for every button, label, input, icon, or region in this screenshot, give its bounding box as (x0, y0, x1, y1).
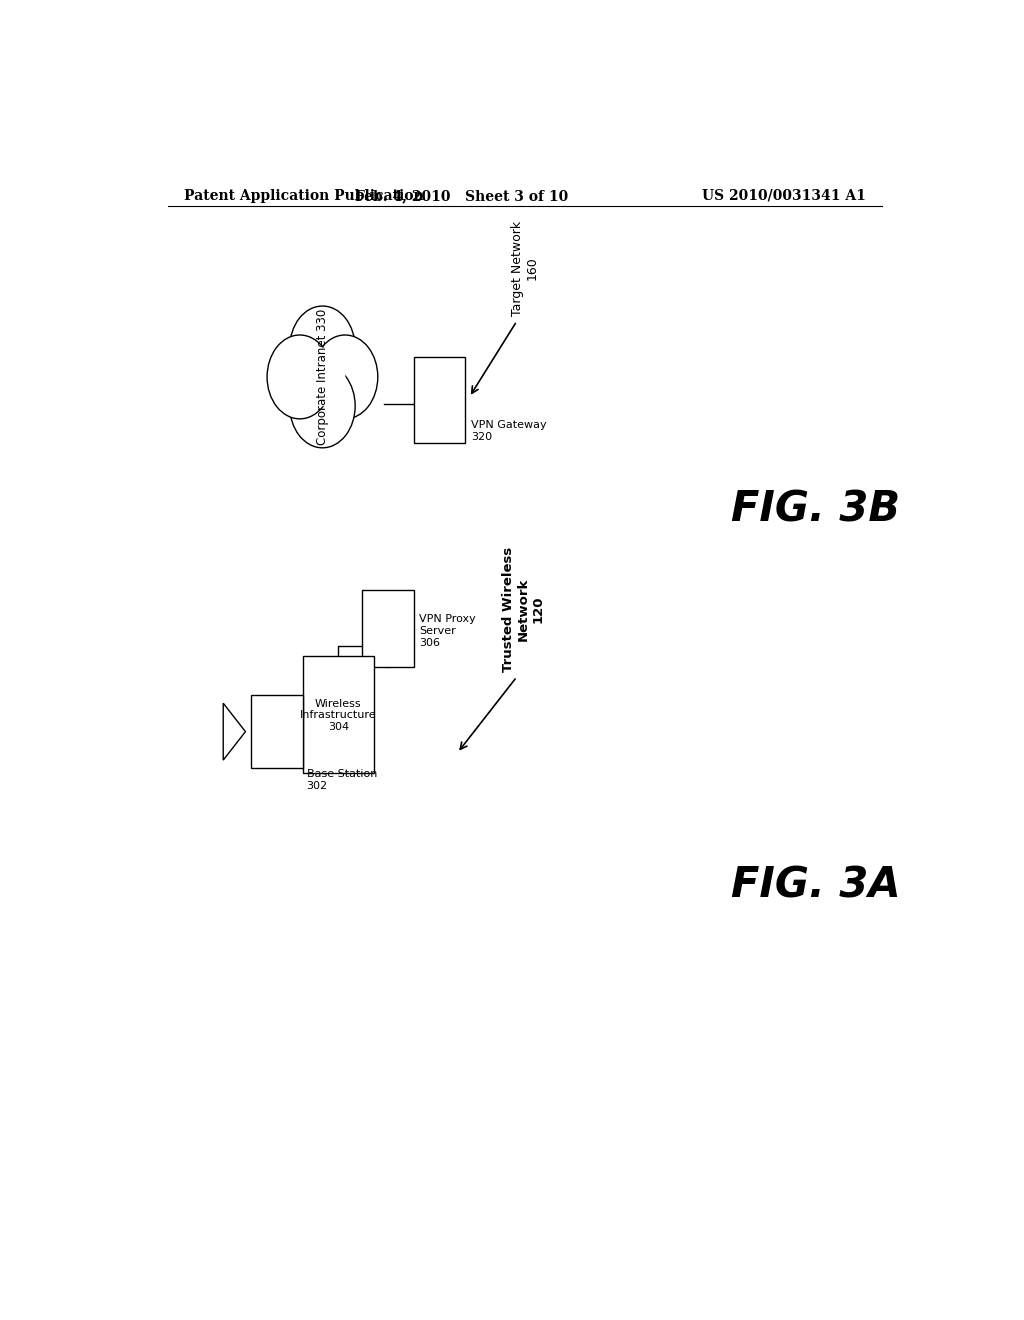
Text: FIG. 3A: FIG. 3A (731, 865, 901, 906)
Text: US 2010/0031341 A1: US 2010/0031341 A1 (702, 189, 866, 203)
Text: Trusted Wireless
Network
120: Trusted Wireless Network 120 (502, 546, 545, 672)
Bar (303, 656, 374, 774)
Text: Base Station
302: Base Station 302 (306, 770, 377, 791)
Circle shape (267, 335, 333, 418)
Text: Feb. 4, 2010   Sheet 3 of 10: Feb. 4, 2010 Sheet 3 of 10 (354, 189, 568, 203)
Bar (362, 590, 414, 667)
Bar (414, 356, 465, 444)
Text: Patent Application Publication: Patent Application Publication (183, 189, 423, 203)
Circle shape (299, 347, 345, 407)
Text: VPN Proxy
Server
306: VPN Proxy Server 306 (419, 614, 476, 648)
Text: Wireless
Infrastructure
304: Wireless Infrastructure 304 (300, 698, 377, 733)
Circle shape (290, 306, 355, 389)
Bar (251, 696, 303, 768)
Text: Corporate Intranet 330: Corporate Intranet 330 (316, 309, 329, 445)
Circle shape (312, 335, 378, 418)
Text: VPN Gateway
320: VPN Gateway 320 (471, 420, 547, 442)
Text: Target Network
160: Target Network 160 (511, 220, 539, 315)
Polygon shape (223, 704, 246, 760)
Circle shape (290, 364, 355, 447)
Text: FIG. 3B: FIG. 3B (731, 488, 900, 531)
